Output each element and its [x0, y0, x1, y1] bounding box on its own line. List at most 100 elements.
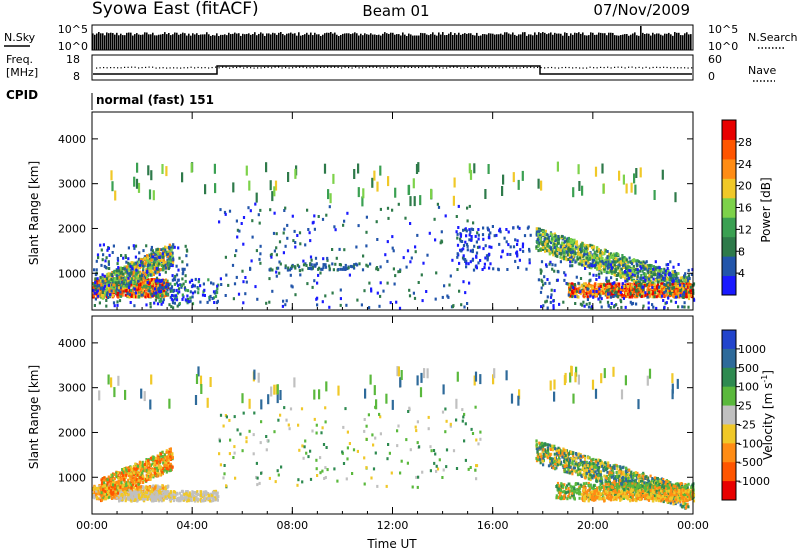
- data-cell: [616, 295, 619, 299]
- data-cell: [157, 259, 160, 263]
- data-cell: [184, 274, 187, 278]
- nave-dot: [449, 66, 451, 68]
- data-cell: [453, 177, 456, 188]
- data-cell: [582, 254, 585, 258]
- data-cell: [370, 287, 373, 291]
- data-cell: [467, 262, 470, 266]
- data-cell: [118, 269, 121, 273]
- data-cell: [567, 243, 570, 247]
- data-cell: [148, 260, 151, 264]
- data-cell: [116, 256, 119, 260]
- data-cell: [332, 268, 335, 272]
- data-cell: [559, 260, 562, 264]
- data-cell: [456, 252, 459, 256]
- data-cell: [137, 257, 140, 261]
- data-cell: [585, 290, 588, 294]
- data-cell: [115, 281, 118, 285]
- data-cell: [477, 233, 480, 237]
- sky-noise-bar: [244, 34, 246, 50]
- data-cell: [93, 291, 96, 295]
- data-cell: [557, 235, 560, 238]
- data-cell: [175, 298, 179, 302]
- data-cell: [344, 266, 347, 270]
- sky-noise-bar: [604, 33, 606, 50]
- data-cell: [551, 243, 555, 247]
- data-cell: [648, 263, 651, 267]
- data-cell: [370, 289, 373, 293]
- data-cell: [549, 300, 552, 304]
- data-cell: [581, 241, 584, 245]
- data-cell: [546, 237, 549, 241]
- data-cell: [156, 261, 159, 265]
- data-cell: [456, 236, 459, 240]
- sky-noise-bar: [314, 32, 316, 50]
- data-cell: [137, 279, 140, 283]
- sky-noise-bar: [404, 34, 406, 50]
- data-cell: [478, 245, 481, 249]
- data-cell: [174, 278, 177, 282]
- data-cell: [632, 293, 635, 297]
- data-cell: [679, 291, 682, 295]
- data-cell: [183, 267, 186, 271]
- data-cell: [477, 237, 480, 241]
- data-cell: [574, 247, 577, 250]
- sky-noise-bar: [638, 35, 640, 50]
- nave-dot: [327, 66, 329, 68]
- data-cell: [100, 282, 103, 286]
- data-cell: [309, 239, 312, 243]
- data-cell: [672, 286, 676, 290]
- data-cell: [592, 289, 595, 293]
- data-cell: [236, 228, 239, 232]
- data-cell: [407, 185, 410, 195]
- sky-noise-bar: [624, 34, 626, 50]
- data-cell: [679, 294, 682, 298]
- data-cell: [538, 235, 541, 239]
- data-cell: [633, 173, 636, 184]
- data-cell: [665, 263, 668, 267]
- data-cell: [255, 192, 258, 203]
- data-cell: [621, 289, 624, 292]
- nave-dot: [243, 67, 245, 69]
- data-cell: [111, 294, 114, 298]
- data-cell: [574, 260, 577, 264]
- data-cell: [151, 282, 154, 286]
- data-cell: [171, 256, 175, 260]
- data-cell: [664, 301, 667, 305]
- data-cell: [168, 243, 171, 247]
- data-cell: [621, 257, 624, 261]
- data-cell: [169, 282, 172, 286]
- data-cell: [587, 291, 590, 295]
- data-cell: [525, 267, 528, 271]
- data-cell: [472, 268, 476, 272]
- data-cell: [192, 284, 195, 288]
- data-cell: [637, 288, 640, 292]
- data-cell: [488, 233, 491, 237]
- data-cell: [537, 242, 540, 246]
- nave-dot: [481, 66, 483, 69]
- nave-dot: [526, 66, 528, 69]
- data-cell: [116, 258, 120, 262]
- beam-title: Beam 01: [362, 2, 429, 20]
- data-cell: [398, 270, 402, 273]
- data-cell: [552, 299, 555, 303]
- data-cell: [639, 167, 642, 178]
- search-tick-top: 10^5: [708, 23, 738, 36]
- data-cell: [149, 305, 152, 309]
- data-cell: [599, 268, 602, 272]
- data-cell: [150, 245, 153, 249]
- data-cell: [575, 275, 578, 279]
- data-cell: [307, 228, 310, 231]
- sky-noise-bar: [422, 33, 424, 50]
- nave-dot: [551, 66, 553, 69]
- data-cell: [136, 162, 139, 173]
- data-cell: [368, 281, 371, 285]
- data-cell: [151, 255, 155, 259]
- sky-noise-bar: [408, 33, 410, 50]
- nave-dot: [201, 67, 203, 69]
- data-cell: [440, 239, 443, 243]
- data-cell: [157, 293, 160, 297]
- data-cell: [589, 294, 592, 298]
- data-cell: [574, 252, 577, 255]
- data-cell: [512, 245, 516, 249]
- nave-dot: [491, 66, 493, 69]
